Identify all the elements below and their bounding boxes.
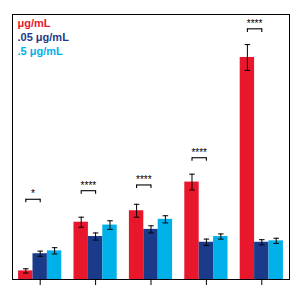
svg-text:.5 μg/mL: .5 μg/mL	[18, 45, 64, 57]
svg-text:****: ****	[247, 18, 263, 29]
svg-text:*: *	[31, 188, 35, 199]
svg-text:****: ****	[136, 174, 152, 185]
svg-text:****: ****	[191, 147, 207, 158]
svg-text:****: ****	[81, 180, 97, 191]
svg-text:.05 μg/mL: .05 μg/mL	[18, 31, 70, 43]
svg-text:μg/mL: μg/mL	[18, 17, 51, 29]
